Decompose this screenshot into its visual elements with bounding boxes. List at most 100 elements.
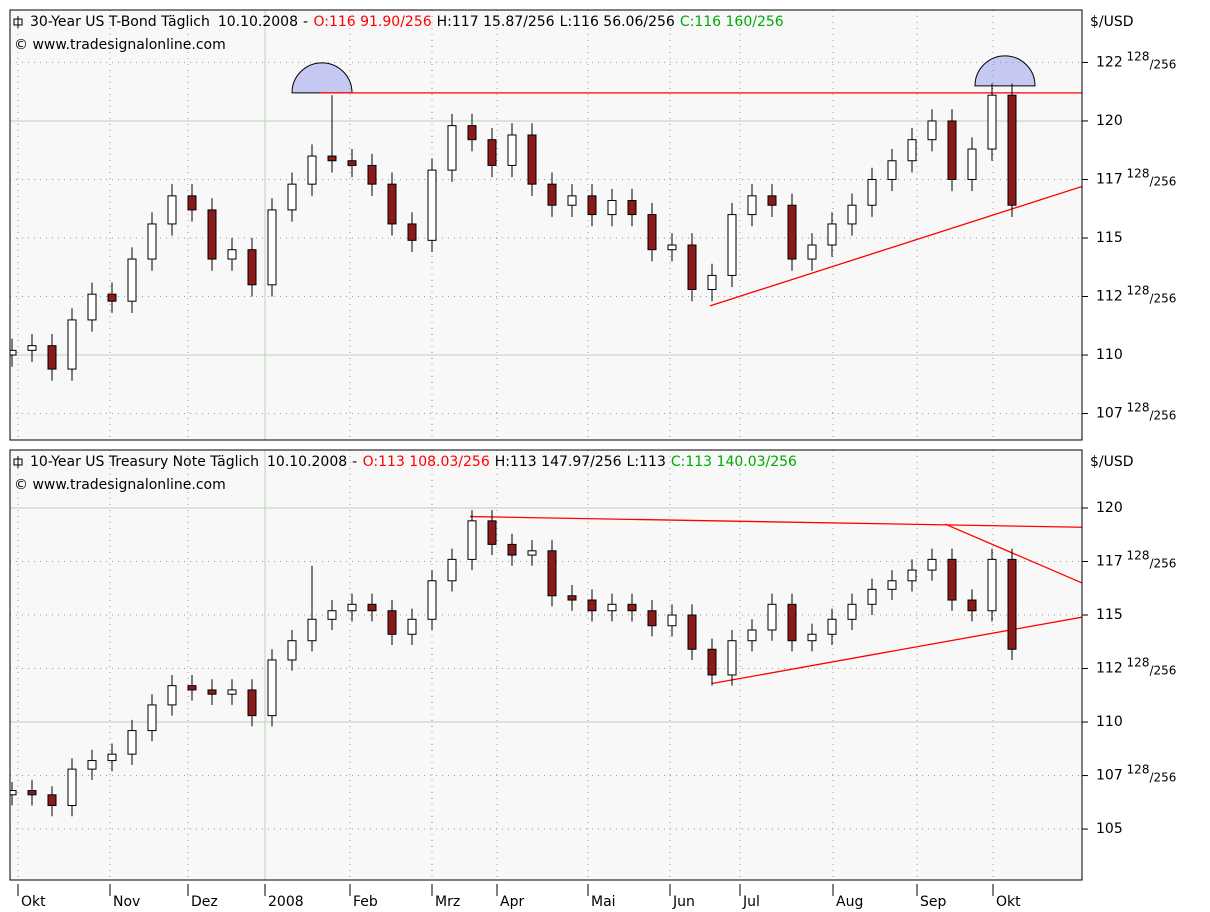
candle-body — [967, 599, 977, 612]
candle-body — [567, 595, 577, 601]
candle-body — [267, 659, 277, 717]
candle-body — [407, 223, 417, 241]
ohlc-value: 113 108.03/256 — [378, 454, 490, 470]
x-tick-label: Mrz — [435, 894, 460, 910]
candle-body — [707, 274, 717, 290]
candle-body — [347, 603, 357, 612]
candle-body — [547, 550, 557, 597]
candle-body — [667, 614, 677, 627]
candle-body — [87, 293, 97, 321]
y-tick-label: 110 — [1096, 347, 1123, 363]
plot-border — [9, 449, 1083, 881]
source: © www.tradesignalonline.com — [14, 477, 226, 493]
candle-body — [527, 550, 537, 556]
candle-body — [247, 249, 257, 286]
candle-body — [807, 244, 817, 260]
candle-body — [967, 148, 977, 180]
candle-body — [127, 258, 137, 302]
trend-line — [469, 515, 1082, 528]
candle-body — [327, 610, 337, 620]
candle-body — [927, 120, 937, 141]
candle-body — [1007, 94, 1017, 206]
header-date: 10.10.2008 — [267, 454, 347, 470]
ohlc-label: C: — [671, 454, 686, 470]
candle-body — [287, 183, 297, 211]
candle-body — [307, 618, 317, 642]
candle-body — [947, 120, 957, 180]
plot-layer — [10, 450, 1082, 880]
candle-body — [687, 244, 697, 290]
candle-body — [107, 753, 117, 762]
candle-body — [167, 685, 177, 706]
ohlc-value: 113 147.97/256 — [510, 454, 622, 470]
candle-body — [947, 558, 957, 601]
candle-body — [207, 209, 217, 260]
plot-border — [9, 9, 1083, 441]
candle-body — [767, 603, 777, 631]
y-tick-label: 120 — [1096, 113, 1123, 129]
candle-body — [647, 214, 657, 251]
candle-body — [247, 689, 257, 717]
x-tick-label: Jun — [672, 894, 695, 910]
x-tick-label: Feb — [353, 894, 378, 910]
x-tick-label: Jul — [742, 894, 760, 910]
candle-body — [867, 588, 877, 605]
candle-body — [67, 319, 77, 370]
header-icon — [13, 456, 23, 468]
candle-body — [47, 345, 57, 370]
candle-body — [527, 134, 537, 185]
candle-body — [747, 629, 757, 642]
header: 30-Year US T-Bond Täglich 10.10.2008- O:11… — [30, 14, 784, 30]
ohlc-value: 116 160/256 — [694, 14, 783, 30]
y-tick-label: 122 128/256 — [1096, 49, 1176, 71]
candle-body — [787, 204, 797, 260]
trend-line — [709, 185, 1082, 307]
header-separator: - — [303, 14, 308, 30]
x-tick-label: Dez — [191, 894, 218, 910]
candle-body — [887, 580, 897, 590]
candle-body — [827, 618, 837, 635]
candle-body — [147, 704, 157, 732]
candle-body — [47, 794, 57, 807]
candle-body — [927, 558, 937, 571]
candle-body — [27, 345, 37, 351]
candle-body — [607, 200, 617, 216]
y-tick-label: 117 128/256 — [1096, 166, 1176, 188]
candle-body — [847, 204, 857, 225]
candle-body — [867, 178, 877, 206]
candle-body — [447, 558, 457, 582]
y-tick-label: 107 128/256 — [1096, 762, 1176, 784]
y-tick-label: 107 128/256 — [1096, 400, 1176, 422]
ohlc-value: 113 140.03/256 — [685, 454, 797, 470]
candle-body — [327, 155, 337, 162]
candle-body — [367, 603, 377, 612]
candle-body — [467, 125, 477, 141]
candle-body — [27, 790, 37, 796]
candle-body — [10, 790, 17, 796]
candle-body — [207, 689, 217, 695]
candle-body — [787, 603, 797, 642]
candle-body — [267, 209, 277, 286]
ohlc-label: L: — [627, 454, 640, 470]
header: 10-Year US Treasury Note Täglich 10.10.20… — [30, 454, 797, 470]
candle-body — [707, 648, 717, 676]
ohlc-value: 113 — [639, 454, 666, 470]
source: © www.tradesignalonline.com — [14, 37, 226, 53]
candle-body — [487, 520, 497, 545]
candle-body — [587, 195, 597, 216]
ohlc-label: H: — [495, 454, 510, 470]
candle-body — [587, 599, 597, 612]
header-separator: - — [352, 454, 357, 470]
panel-title: 30-Year US T-Bond Täglich — [30, 14, 210, 30]
candle-body — [187, 195, 197, 211]
candle-body — [447, 125, 457, 171]
trend-line — [944, 523, 1082, 584]
candle-body — [1007, 558, 1017, 650]
candle-body — [687, 614, 697, 650]
candle-body — [747, 195, 757, 216]
candle-body — [347, 160, 357, 166]
ohlc-value: 117 15.87/256 — [452, 14, 555, 30]
ohlc-label: O: — [313, 14, 329, 30]
x-tick-label: Mai — [591, 894, 616, 910]
candle-body — [287, 640, 297, 661]
